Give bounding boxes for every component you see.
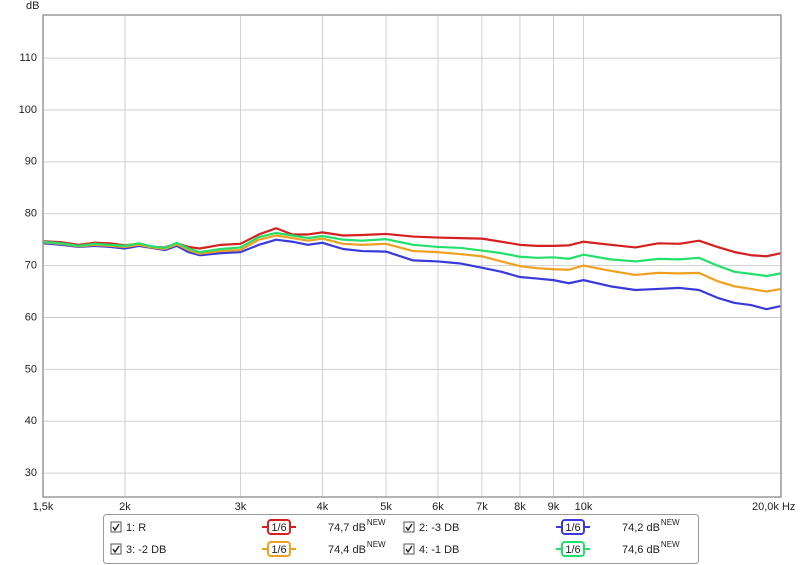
- legend: [103, 514, 699, 564]
- smoothing-box[interactable]: [267, 541, 291, 557]
- y-tick-label: 40: [25, 415, 37, 427]
- legend-name: 1: R: [126, 522, 146, 534]
- legend-level: 74,2 dB: [622, 522, 660, 534]
- legend-badge: NEW: [367, 518, 386, 527]
- x-tick-label: 20,0k Hz: [752, 501, 795, 513]
- check-mark: [112, 545, 120, 554]
- y-tick-label: 50: [25, 363, 37, 375]
- legend-badge: NEW: [661, 518, 680, 527]
- y-tick-label: 90: [25, 156, 37, 168]
- legend-name: 4: -1 DB: [419, 544, 459, 556]
- y-tick-label: 80: [25, 208, 37, 220]
- check-mark: [405, 523, 413, 532]
- x-tick-label: 2k: [119, 501, 131, 513]
- smoothing-label: 1/6: [271, 544, 286, 556]
- x-tick-label: 4k: [317, 501, 329, 513]
- legend-name: 2: -3 DB: [419, 522, 459, 534]
- y-tick-label: 60: [25, 311, 37, 323]
- legend-level: 74,7 dB: [328, 522, 366, 534]
- legend-badge: NEW: [661, 540, 680, 549]
- legend-checkbox[interactable]: [403, 521, 415, 533]
- plot-area: [43, 15, 781, 497]
- series-line: [42, 231, 782, 278]
- smoothing-label: 1/6: [565, 544, 580, 556]
- legend-badge: NEW: [367, 540, 386, 549]
- x-tick-label: 5k: [380, 501, 392, 513]
- smoothing-label: 1/6: [271, 522, 286, 534]
- x-tick-label: 1,5k: [33, 501, 54, 513]
- legend-level: 74,6 dB: [622, 544, 660, 556]
- smoothing-box[interactable]: [561, 541, 585, 557]
- x-tick-label: 6k: [432, 501, 444, 513]
- y-tick-label: 30: [25, 467, 37, 479]
- x-tick-label: 9k: [548, 501, 560, 513]
- plot-frame: [42, 14, 782, 498]
- check-mark: [112, 523, 120, 532]
- legend-name: 3: -2 DB: [126, 544, 166, 556]
- x-tick-label: 10k: [575, 501, 593, 513]
- smoothing-box[interactable]: [267, 519, 291, 535]
- legend-level: 74,4 dB: [328, 544, 366, 556]
- y-tick-label: 110: [19, 52, 37, 64]
- x-tick-label: 7k: [476, 501, 488, 513]
- legend-checkbox[interactable]: [110, 543, 122, 555]
- legend-checkbox[interactable]: [110, 521, 122, 533]
- x-tick-label: 3k: [235, 501, 247, 513]
- legend-checkbox[interactable]: [403, 543, 415, 555]
- check-mark: [405, 545, 413, 554]
- y-tick-label: 70: [25, 260, 37, 272]
- smoothing-box[interactable]: [561, 519, 585, 535]
- y-axis-label: dB: [26, 0, 39, 12]
- smoothing-label: 1/6: [565, 522, 580, 534]
- y-tick-label: 100: [19, 104, 37, 116]
- x-tick-label: 8k: [514, 501, 526, 513]
